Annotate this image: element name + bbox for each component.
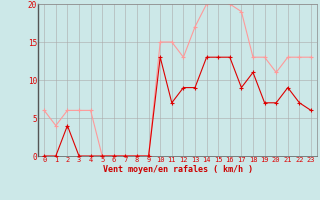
X-axis label: Vent moyen/en rafales ( km/h ): Vent moyen/en rafales ( km/h )	[103, 165, 252, 174]
